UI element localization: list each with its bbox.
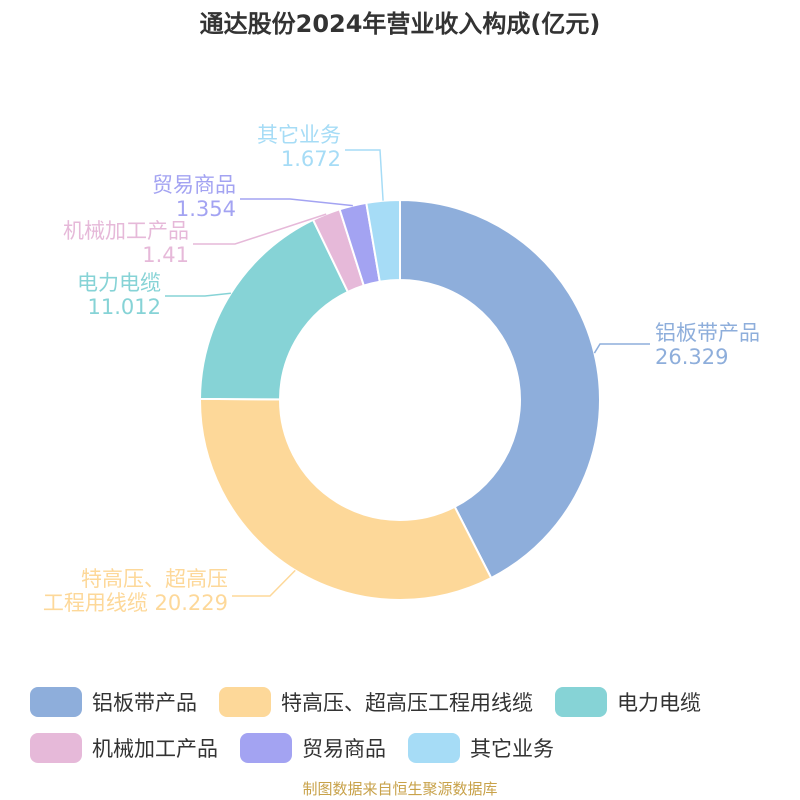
donut-slice[interactable]: [399, 198, 601, 580]
legend-label: 特高压、超高压工程用线缆: [281, 691, 533, 715]
donut-slice[interactable]: [199, 397, 493, 601]
legend-item[interactable]: 贸易商品: [240, 732, 386, 764]
slice-label-line: 1.354: [176, 197, 236, 221]
slice-label-line: 1.41: [142, 243, 189, 267]
slice-label-line: 电力电缆: [77, 271, 161, 295]
chart-title: 通达股份2024年营业收入构成(亿元): [199, 10, 601, 38]
slice-label: 铝板带产品 26.329: [655, 321, 760, 369]
legend-label: 其它业务: [470, 737, 554, 761]
slice-label-line: 工程用线缆 20.229: [43, 591, 228, 615]
legend-swatch: [240, 733, 292, 763]
slice-label: 贸易商品 1.354: [152, 173, 236, 221]
legend-swatch: [555, 687, 607, 717]
slice-label-line: 贸易商品: [152, 173, 236, 197]
chart-legend: 铝板带产品 特高压、超高压工程用线缆 电力电缆机械加工产品 贸易商品 其它业务: [30, 686, 790, 764]
leader-line: [345, 149, 384, 201]
slice-label-line: 11.012: [88, 295, 161, 319]
legend-item[interactable]: 特高压、超高压工程用线缆: [219, 686, 533, 718]
slice-label: 电力电缆 11.012: [77, 271, 161, 319]
slice-label: 机械加工产品 1.41: [63, 219, 189, 267]
slice-label-line: 铝板带产品: [655, 321, 760, 345]
legend-item[interactable]: 铝板带产品: [30, 686, 197, 718]
legend-swatch: [30, 687, 82, 717]
slice-label-line: 1.672: [281, 147, 341, 171]
slice-label: 其它业务 1.672: [257, 123, 341, 171]
donut-slice[interactable]: [365, 198, 401, 283]
legend-label: 铝板带产品: [92, 691, 197, 715]
leader-line: [193, 213, 327, 245]
legend-label: 机械加工产品: [92, 737, 218, 761]
leader-line: [232, 569, 296, 597]
legend-swatch: [30, 733, 82, 763]
slice-label: 特高压、超高压工程用线缆 20.229: [43, 567, 228, 615]
legend-swatch: [408, 733, 460, 763]
slice-label-line: 26.329: [655, 345, 728, 369]
leader-line: [165, 292, 231, 297]
legend-item[interactable]: 机械加工产品: [30, 732, 218, 764]
slice-label-line: 机械加工产品: [63, 219, 189, 243]
legend-swatch: [219, 687, 271, 717]
leader-line: [593, 343, 650, 354]
slice-label-line: 特高压、超高压: [81, 567, 228, 591]
legend-item[interactable]: 电力电缆: [555, 686, 701, 718]
legend-label: 贸易商品: [302, 737, 386, 761]
source-note: 制图数据来自恒生聚源数据库: [302, 780, 498, 798]
legend-item[interactable]: 其它业务: [408, 732, 554, 764]
donut-chart: 铝板带产品 26.329 特高压、超高压工程用线缆 20.229 电力电缆 11.012…: [43, 123, 760, 615]
legend-label: 电力电缆: [617, 691, 701, 715]
slice-label-line: 其它业务: [257, 123, 341, 147]
leader-line: [240, 198, 353, 207]
